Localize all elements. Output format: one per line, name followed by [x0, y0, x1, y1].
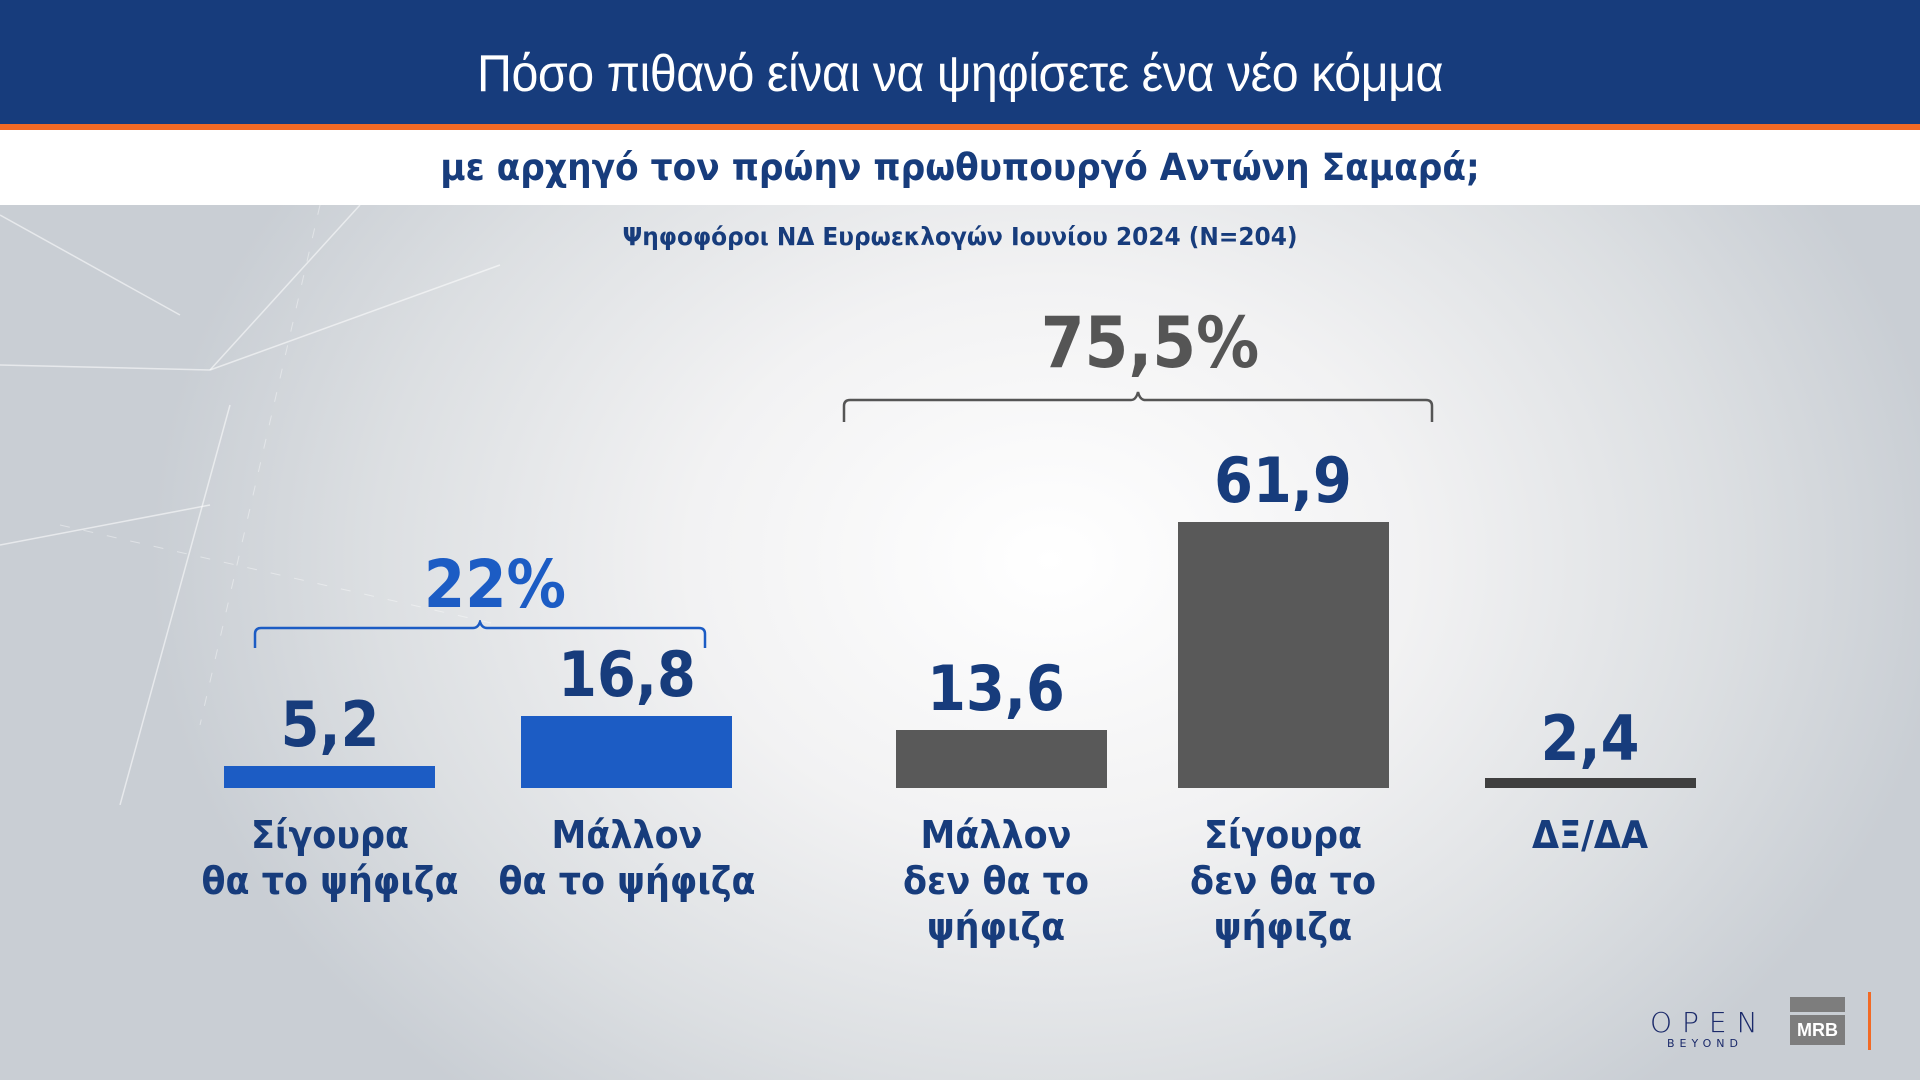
open-beyond-logo: OPEN BEYOND: [1650, 1006, 1768, 1050]
negative-group-total: 75,5%: [1040, 302, 1260, 384]
bar-label-mallon-den: Μάλλον δεν θα το ψήφιζα: [902, 813, 1089, 949]
bar-value-dkna: 2,4: [1540, 702, 1640, 775]
bar-label-sigoura-tha: Σίγουρα θα το ψήφιζα: [201, 813, 459, 903]
sample-subtitle: Ψηφοφόροι ΝΔ Ευρωεκλογών Ιουνίου 2024 (N…: [622, 222, 1298, 251]
mrb-logo: MRB: [1790, 997, 1845, 1045]
accent-stripe: [0, 124, 1920, 130]
bar-dkna: [1485, 778, 1696, 788]
bar-label-dkna: ΔΞ/ΔΑ: [1531, 813, 1649, 857]
chart-title: Πόσο πιθανό είναι να ψηφίσετε ένα νέο κό…: [476, 45, 1444, 103]
question-band: με αρχηγό τον πρώην πρωθυπουργό Αντώνη Σ…: [0, 130, 1920, 205]
bar-mallon-tha: [521, 716, 732, 788]
bar-sigoura-den: [1178, 522, 1389, 788]
bar-sigoura-tha: [224, 766, 435, 788]
bar-label-sigoura-den: Σίγουρα δεν θα το ψήφιζα: [1189, 813, 1376, 949]
positive-group-brace: [253, 620, 707, 648]
bar-value-mallon-tha: 16,8: [558, 638, 696, 711]
bar-value-sigoura-tha: 5,2: [280, 688, 380, 761]
bar-value-sigoura-den: 61,9: [1214, 444, 1352, 517]
positive-group-total: 22%: [423, 546, 567, 623]
title-bar: Πόσο πιθανό είναι να ψηφίσετε ένα νέο κό…: [0, 0, 1920, 124]
question-text: με αρχηγό τον πρώην πρωθυπουργό Αντώνη Σ…: [440, 146, 1480, 189]
negative-group-brace: [842, 391, 1434, 422]
bar-mallon-den: [896, 730, 1107, 788]
logo-divider: [1868, 992, 1871, 1050]
bar-label-mallon-tha: Μάλλον θα το ψήφιζα: [498, 813, 756, 903]
bar-value-mallon-den: 13,6: [927, 652, 1065, 725]
